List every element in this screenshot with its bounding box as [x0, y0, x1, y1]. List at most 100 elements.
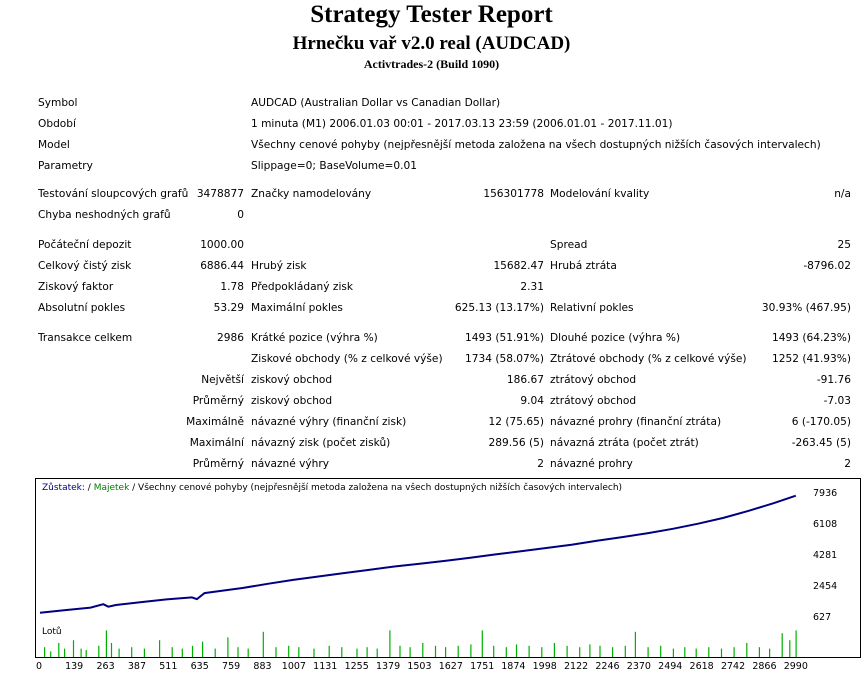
period-label: Období — [38, 118, 76, 130]
x-tick-label: 2246 — [595, 661, 620, 672]
lots-bar — [389, 630, 391, 657]
lots-bar — [746, 643, 748, 657]
bars-tested-label: Testování sloupcových grafů — [38, 188, 189, 200]
maximal-profit-value: 289.56 (5) — [488, 437, 544, 449]
lots-bar — [50, 651, 52, 657]
balance-chart-svg — [39, 494, 797, 614]
lots-bar — [399, 645, 401, 657]
avg-cons-wins-value: 2 — [537, 458, 544, 470]
lots-bar — [434, 645, 437, 657]
maximal-label: Maximální — [189, 437, 244, 449]
total-trades-label: Transakce celkem — [38, 332, 133, 344]
lots-bar — [85, 650, 87, 657]
x-tick-label: 635 — [190, 661, 209, 672]
short-label: Krátké pozice (výhra %) — [251, 332, 378, 344]
x-tick-label: 2494 — [658, 661, 683, 672]
x-tick-label: 1998 — [532, 661, 557, 672]
abs-dd-label: Absolutní pokles — [38, 302, 126, 314]
lots-bar — [660, 645, 662, 657]
lots-bar — [202, 641, 204, 657]
lots-bar — [328, 645, 330, 657]
lots-bar — [695, 648, 697, 657]
rel-dd-label: Relativní pokles — [550, 302, 634, 314]
lots-bar — [758, 647, 760, 657]
x-tick-label: 883 — [253, 661, 272, 672]
lots-bar — [288, 645, 290, 657]
lots-bar — [110, 643, 113, 657]
max-dd-value: 625.13 (13.17%) — [454, 302, 544, 314]
lots-bar — [64, 648, 66, 657]
max-cons-losses-label: návazné prohry (finanční ztráta) — [550, 416, 722, 428]
lots-bar — [313, 648, 315, 657]
x-tick-label: 1379 — [375, 661, 401, 672]
lots-bar — [769, 648, 771, 657]
avg-cons-losses-label: návazné prohry — [550, 458, 633, 470]
lots-bar — [143, 648, 145, 657]
loss-trades-label: Ztrátové obchody (% z celkové výše) — [550, 353, 747, 365]
x-tick-label: 263 — [96, 661, 115, 672]
abs-dd-value: 53.29 — [213, 302, 244, 314]
balance-chart: Zůstatek: / Majetek / Všechny cenové poh… — [35, 478, 861, 626]
largest-loss-label: ztrátový obchod — [550, 374, 637, 386]
gross-loss-label: Hrubá ztráta — [550, 260, 617, 272]
x-tick-label: 1627 — [438, 661, 463, 672]
lots-bar — [44, 647, 46, 657]
avg-cons-losses-value: 2 — [844, 458, 851, 470]
loss-trades-value: 1252 (41.93%) — [772, 353, 851, 365]
profit-trades-value: 1734 (58.07%) — [465, 353, 544, 365]
lots-bar — [80, 648, 82, 657]
x-tick-label: 1007 — [281, 661, 306, 672]
lots-bar — [541, 647, 543, 657]
x-tick-label: 1131 — [313, 661, 338, 672]
legend-separator: / — [84, 483, 94, 493]
ticks-label: Značky namodelovány — [251, 188, 372, 200]
lots-bar — [612, 647, 614, 657]
report-subtitle: Hrnečku vař v2.0 real (AUDCAD) — [292, 33, 571, 54]
x-tick-label: 2618 — [689, 661, 714, 672]
quality-value: n/a — [834, 188, 851, 200]
lots-bar — [566, 645, 568, 657]
symbol-label: Symbol — [38, 97, 78, 109]
deposit-value: 1000.00 — [200, 239, 244, 251]
lots-bar — [191, 645, 194, 657]
short-value: 1493 (51.91%) — [465, 332, 544, 344]
y-tick-label: 627 — [813, 612, 832, 623]
deposit-label: Počáteční depozit — [38, 239, 132, 251]
lots-bar — [72, 640, 75, 657]
lots-bar — [422, 643, 424, 657]
avg-cons-wins-label: návazné výhry — [251, 458, 330, 470]
legend-description: / Všechny cenové pohyby (nejpřesnější me… — [129, 483, 623, 493]
chart-legend: Zůstatek: / Majetek / Všechny cenové poh… — [42, 483, 622, 494]
y-tick-label: 6108 — [813, 518, 838, 530]
y-tick-label: 4281 — [813, 549, 838, 561]
lots-bar — [672, 648, 674, 657]
lots-bar — [118, 648, 120, 657]
model-value: Všechny cenové pohyby (nejpřesnější meto… — [251, 139, 821, 151]
lots-bar — [481, 630, 483, 657]
x-tick-label: 511 — [159, 661, 178, 672]
long-value: 1493 (64.23%) — [772, 332, 851, 344]
lots-bar — [720, 648, 723, 657]
lots-bar — [376, 648, 378, 657]
x-tick-label: 2122 — [564, 661, 589, 672]
profit-factor-label: Ziskový faktor — [38, 281, 114, 293]
mismatch-label: Chyba neshodných grafů — [38, 209, 171, 221]
maximal-loss-label: návazná ztráta (počet ztrát) — [550, 437, 699, 449]
report-broker: Activtrades-2 (Build 1090) — [363, 57, 500, 71]
long-label: Dlouhé pozice (výhra %) — [550, 332, 681, 344]
lots-chart: Lotů — [35, 624, 861, 658]
ticks-value: 156301778 — [483, 188, 544, 200]
x-tick-label: 1503 — [407, 661, 432, 672]
net-profit-value: 6886.44 — [200, 260, 244, 272]
spread-label: Spread — [550, 239, 588, 251]
period-value: 1 minuta (M1) 2006.01.03 00:01 - 2017.03… — [251, 118, 673, 130]
x-tick-label: 2990 — [783, 661, 808, 672]
legend-equity: Majetek — [93, 483, 130, 493]
max-cons-wins-label: návazné výhry (finanční zisk) — [251, 416, 407, 428]
lots-bar — [624, 645, 626, 657]
model-label: Model — [38, 139, 70, 151]
spread-value: 25 — [837, 239, 851, 251]
expected-payoff-value: 2.31 — [520, 281, 544, 293]
lots-bar — [457, 645, 459, 657]
maximal-loss-value: -263.45 (5) — [791, 437, 851, 449]
